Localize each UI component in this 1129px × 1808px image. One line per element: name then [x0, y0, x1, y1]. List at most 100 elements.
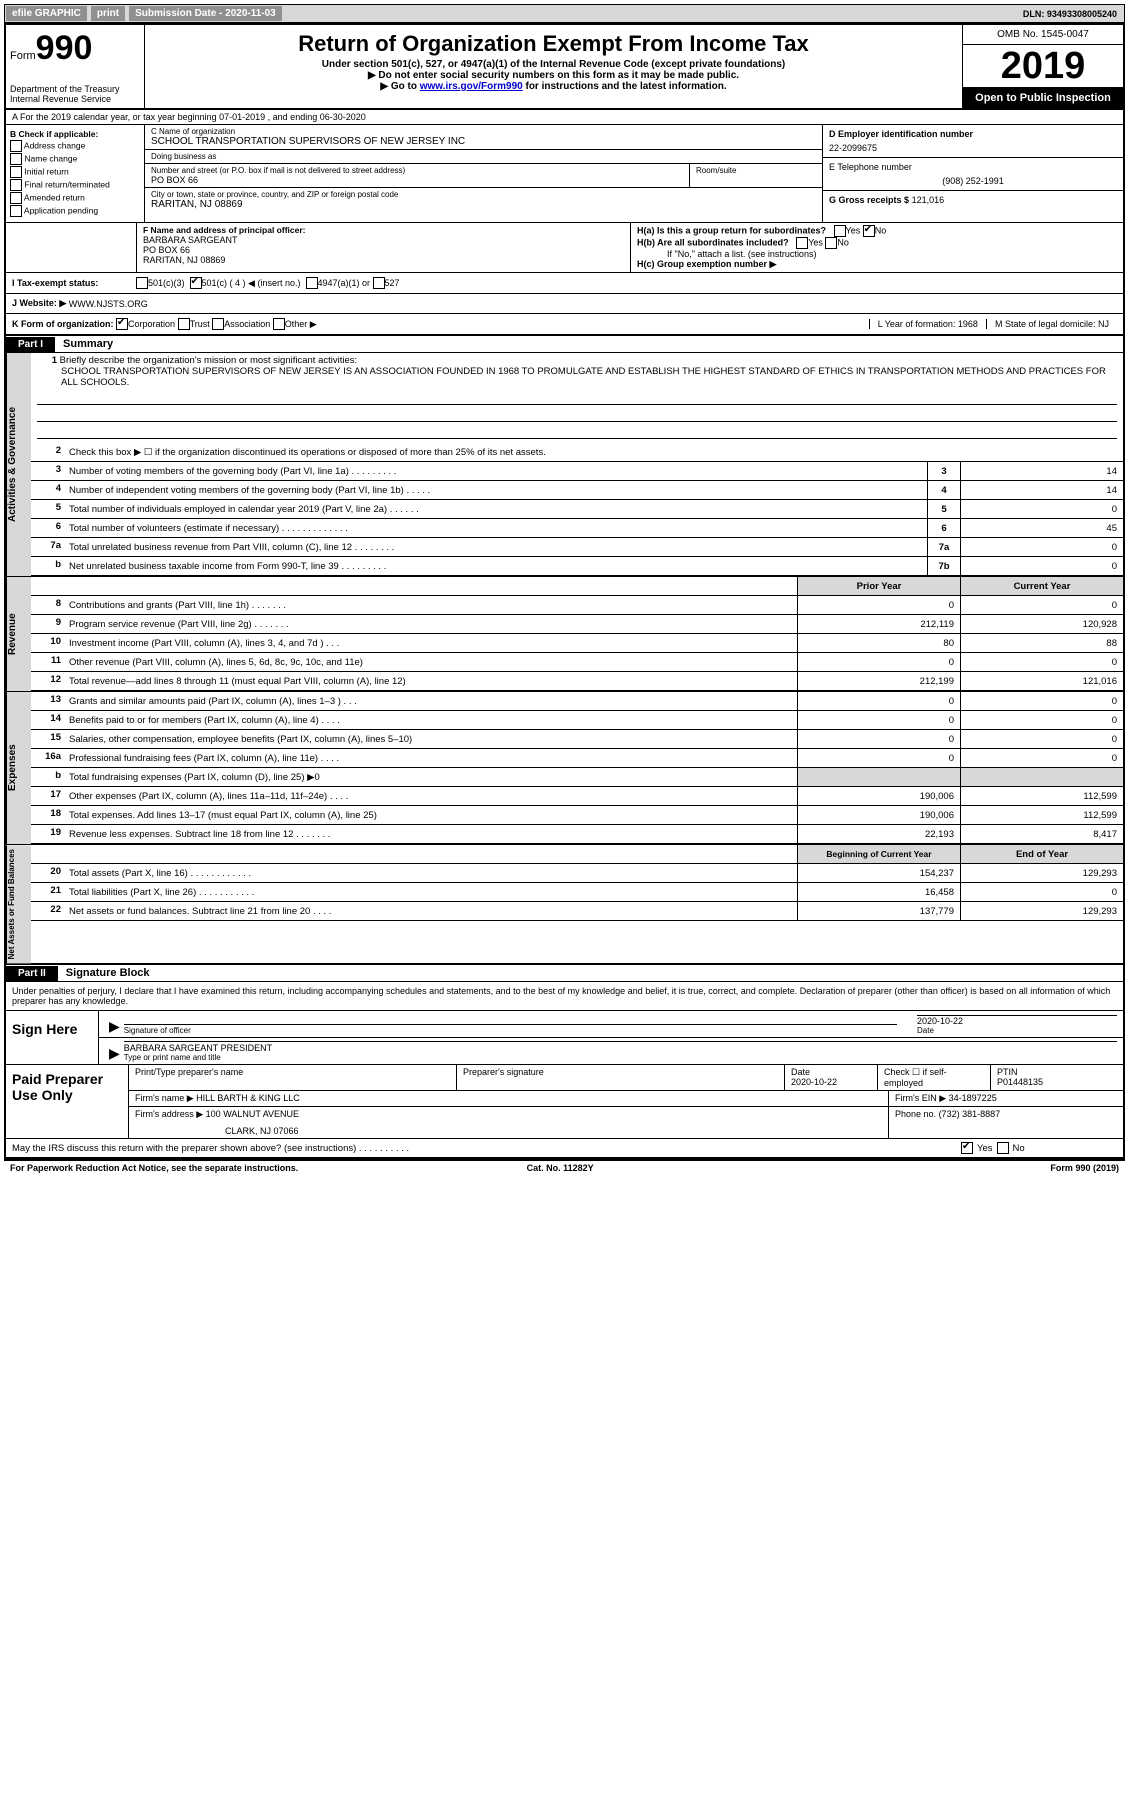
prep-date-val: 2020-10-22	[791, 1077, 871, 1087]
line-row: 17Other expenses (Part IX, column (A), l…	[31, 787, 1123, 806]
print-button[interactable]: print	[91, 6, 125, 21]
check-initial[interactable]: Initial return	[10, 166, 140, 178]
header-left: Form990 Department of the Treasury Inter…	[6, 25, 145, 108]
header-right: OMB No. 1545-0047 2019 Open to Public In…	[962, 25, 1123, 108]
arrow-icon: ▶	[105, 1018, 124, 1035]
firm-ein: 34-1897225	[949, 1093, 997, 1103]
omb-number: OMB No. 1545-0047	[963, 25, 1123, 45]
part-1-title: Summary	[55, 336, 121, 352]
phone-value: (908) 252-1991	[829, 172, 1117, 186]
city-value: RARITAN, NJ 08869	[151, 199, 816, 210]
room-suite: Room/suite	[690, 164, 822, 187]
sig-declaration: Under penalties of perjury, I declare th…	[6, 982, 1123, 1011]
hc-row: H(c) Group exemption number ▶	[637, 259, 1117, 270]
sig-officer-line: ▶ Signature of officer 2020-10-22 Date	[99, 1011, 1123, 1038]
dba-label: Doing business as	[151, 152, 816, 161]
footer-mid: Cat. No. 11282Y	[527, 1163, 594, 1173]
row-k: K Form of organization: Corporation Trus…	[6, 314, 1123, 336]
line-row: 7aTotal unrelated business revenue from …	[31, 538, 1123, 557]
part-2-tab: Part II	[6, 966, 58, 981]
governance-lines: 2Check this box ▶ ☐ if the organization …	[31, 443, 1123, 576]
col-c-org: C Name of organization SCHOOL TRANSPORTA…	[145, 125, 822, 222]
prep-name-hdr: Print/Type preparer's name	[129, 1065, 457, 1090]
vlabel-exp: Expenses	[6, 692, 31, 844]
line-row: 15Salaries, other compensation, employee…	[31, 730, 1123, 749]
col-b-checkboxes: B Check if applicable: Address change Na…	[6, 125, 145, 222]
k-trust: Trust	[190, 319, 210, 329]
irs-link[interactable]: www.irs.gov/Form990	[420, 81, 523, 92]
prep-self-emp: Check ☐ if self-employed	[878, 1065, 991, 1090]
check-name[interactable]: Name change	[10, 153, 140, 165]
line-row: 16aProfessional fundraising fees (Part I…	[31, 749, 1123, 768]
sig-name-label: Type or print name and title	[124, 1053, 221, 1062]
current-year-hdr: Current Year	[960, 577, 1123, 595]
firm-label: Firm's name ▶	[135, 1093, 194, 1103]
col-b-label: B Check if applicable:	[10, 129, 140, 139]
subtitle-3: ▶ Go to www.irs.gov/Form990 for instruct…	[155, 81, 952, 92]
l-year: L Year of formation: 1968	[869, 319, 986, 329]
dba-row: Doing business as	[145, 150, 822, 164]
na-lines: 20Total assets (Part X, line 16) . . . .…	[31, 864, 1123, 921]
line-row: 13Grants and similar amounts paid (Part …	[31, 692, 1123, 711]
k-label: K Form of organization:	[12, 319, 114, 329]
tax-year: 2019	[963, 45, 1123, 88]
section-b-to-g: B Check if applicable: Address change Na…	[6, 125, 1123, 223]
city-row: City or town, state or province, country…	[145, 188, 822, 212]
line-row: 14Benefits paid to or for members (Part …	[31, 711, 1123, 730]
sign-here-label: Sign Here	[6, 1011, 99, 1064]
revenue-section: Revenue Prior Year Current Year 8Contrib…	[6, 577, 1123, 692]
na-header: Beginning of Current Year End of Year	[31, 845, 1123, 864]
col-d-to-g: D Employer identification number 22-2099…	[822, 125, 1123, 222]
sig-officer-label: Signature of officer	[124, 1024, 897, 1035]
firm-addr-label: Firm's address ▶	[135, 1109, 203, 1119]
end-year-hdr: End of Year	[960, 845, 1123, 863]
begin-year-hdr: Beginning of Current Year	[797, 845, 960, 863]
ein-label: D Employer identification number	[829, 129, 1117, 139]
discuss-no-cb[interactable]	[997, 1142, 1009, 1154]
addr-label: Number and street (or P.O. box if mail i…	[151, 166, 683, 175]
check-pending[interactable]: Application pending	[10, 205, 140, 217]
discuss-yes-cb[interactable]	[961, 1142, 973, 1154]
prep-label: Paid Preparer Use Only	[6, 1065, 129, 1138]
activities-governance: Activities & Governance 1 Briefly descri…	[6, 353, 1123, 577]
firm-phone-label: Phone no.	[895, 1109, 936, 1119]
k-corp: Corporation	[128, 319, 175, 329]
part-1-header: Part I Summary	[6, 336, 1123, 353]
check-amended[interactable]: Amended return	[10, 192, 140, 204]
officer-addr1: PO BOX 66	[143, 245, 624, 255]
line-row: 21Total liabilities (Part X, line 26) . …	[31, 883, 1123, 902]
org-name-label: C Name of organization	[151, 127, 816, 136]
officer-addr2: RARITAN, NJ 08869	[143, 255, 624, 265]
tax-status-row: I Tax-exempt status: 501(c)(3) 501(c) ( …	[6, 273, 1123, 294]
website-label: J Website: ▶	[12, 298, 66, 309]
prep-ptin-val: P01448135	[997, 1077, 1117, 1087]
ts-4947: 4947(a)(1) or	[318, 278, 371, 288]
part-2-title: Signature Block	[58, 965, 158, 981]
sub3-prefix: ▶ Go to	[380, 81, 419, 92]
ha-yes: Yes	[846, 225, 861, 235]
line-row: 19Revenue less expenses. Subtract line 1…	[31, 825, 1123, 844]
form-header: Form990 Department of the Treasury Inter…	[6, 25, 1123, 110]
line-row: 22Net assets or fund balances. Subtract …	[31, 902, 1123, 921]
dept-label: Department of the Treasury Internal Reve…	[10, 84, 140, 104]
line-row: 2Check this box ▶ ☐ if the organization …	[31, 443, 1123, 462]
expenses-section: Expenses 13Grants and similar amounts pa…	[6, 692, 1123, 845]
line-row: 8Contributions and grants (Part VIII, li…	[31, 596, 1123, 615]
website-value: WWW.NJSTS.ORG	[69, 299, 148, 309]
k-assoc: Association	[224, 319, 270, 329]
line-row: 20Total assets (Part X, line 16) . . . .…	[31, 864, 1123, 883]
line-row: 12Total revenue—add lines 8 through 11 (…	[31, 672, 1123, 691]
signature-block: Under penalties of perjury, I declare th…	[6, 982, 1123, 1159]
officer-label: F Name and address of principal officer:	[143, 225, 624, 235]
addr-row: Number and street (or P.O. box if mail i…	[145, 164, 822, 188]
check-final[interactable]: Final return/terminated	[10, 179, 140, 191]
form-number: Form990	[10, 29, 140, 68]
sig-date-label: Date	[917, 1026, 934, 1035]
footer-right: Form 990 (2019)	[1050, 1163, 1119, 1173]
hb-label: H(b) Are all subordinates included?	[637, 237, 789, 247]
check-address[interactable]: Address change	[10, 140, 140, 152]
ha-label: H(a) Is this a group return for subordin…	[637, 225, 826, 235]
phone-label: E Telephone number	[829, 162, 1117, 172]
firm-addr2: CLARK, NJ 07066	[135, 1120, 882, 1136]
subtitle-2: ▶ Do not enter social security numbers o…	[155, 70, 952, 81]
